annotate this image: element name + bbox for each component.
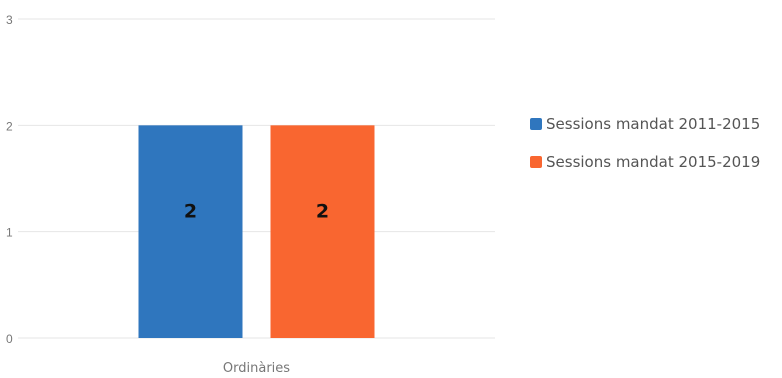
bar-series-2-0[interactable]	[270, 125, 375, 338]
gridlines	[18, 18, 495, 339]
y-tick-label-0: 0	[6, 332, 13, 346]
data-label-series-1-0: 2	[184, 200, 197, 222]
legend: Sessions mandat 2011-2015 Sessions manda…	[530, 112, 760, 188]
bar-series-1-0[interactable]	[138, 125, 243, 338]
x-axis-ticks: Ordinàries	[223, 361, 290, 376]
data-label-series-2-0: 2	[316, 200, 329, 222]
y-tick-label-1: 1	[6, 226, 13, 240]
legend-item-series-2[interactable]: Sessions mandat 2015-2019	[530, 150, 760, 174]
legend-label-series-1: Sessions mandat 2011-2015	[546, 115, 761, 133]
legend-swatch-series-1	[530, 118, 542, 130]
legend-swatch-series-2	[530, 156, 542, 168]
y-axis-ticks: 0 1 2 3	[6, 13, 13, 346]
x-tick-label-0: Ordinàries	[223, 361, 290, 376]
y-tick-label-2: 2	[6, 119, 13, 133]
legend-item-series-1[interactable]: Sessions mandat 2011-2015	[530, 112, 760, 136]
bars	[138, 125, 375, 338]
y-tick-label-3: 3	[6, 13, 13, 27]
legend-label-series-2: Sessions mandat 2015-2019	[546, 153, 761, 171]
